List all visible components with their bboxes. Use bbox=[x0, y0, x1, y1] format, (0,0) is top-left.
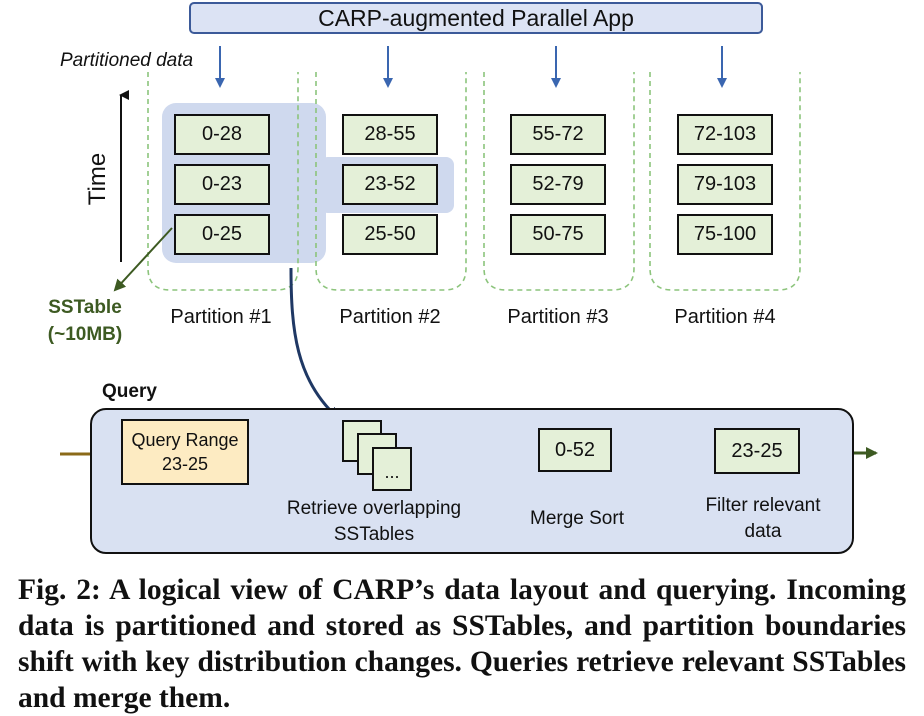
sstable-p4-3: 75-100 bbox=[677, 214, 773, 255]
sstable-pointer-arrow bbox=[113, 227, 173, 292]
retrieve-label-line2: SSTables bbox=[333, 524, 415, 545]
partition-3-container bbox=[483, 72, 635, 291]
retrieve-curve-arrow bbox=[289, 267, 340, 420]
sstable-p1-2: 0-23 bbox=[174, 164, 270, 205]
sstable-p4-2: 79-103 bbox=[677, 164, 773, 205]
filter-label-line1: Filter relevant bbox=[705, 495, 821, 516]
retrieve-label-line1: Retrieve overlapping bbox=[286, 498, 462, 519]
app-title-box: CARP-augmented Parallel App bbox=[189, 2, 763, 34]
sstable-p3-2: 52-79 bbox=[510, 164, 606, 205]
sstable-label-line1: SSTable bbox=[48, 297, 122, 318]
filter-label: Filter relevant data bbox=[683, 493, 843, 545]
sstable-p1-1: 0-28 bbox=[174, 114, 270, 155]
time-axis-label: Time bbox=[84, 152, 112, 206]
partition-label-3: Partition #3 bbox=[507, 306, 609, 328]
partition-4-container bbox=[649, 72, 801, 291]
sstable-p2-3: 25-50 bbox=[342, 214, 438, 255]
sstable-p1-3: 0-25 bbox=[174, 214, 270, 255]
sstable-p2-1: 28-55 bbox=[342, 114, 438, 155]
partitioned-data-label: Partitioned data bbox=[60, 50, 194, 71]
query-range-line1: Query Range bbox=[131, 430, 239, 450]
partition-label-2: Partition #2 bbox=[339, 306, 441, 328]
stack-ellipsis: ... bbox=[384, 462, 400, 482]
sstable-p3-3: 50-75 bbox=[510, 214, 606, 255]
sstable-p2-2: 23-52 bbox=[342, 164, 438, 205]
filter-label-line2: data bbox=[744, 521, 782, 542]
filter-result-box: 23-25 bbox=[714, 428, 800, 474]
sstable-p3-1: 55-72 bbox=[510, 114, 606, 155]
partition-2-container bbox=[315, 72, 467, 291]
merge-sort-label: Merge Sort bbox=[530, 508, 624, 529]
query-range-value: 23-25 bbox=[161, 454, 209, 474]
merge-result-box: 0-52 bbox=[538, 428, 612, 472]
partition-1-container bbox=[147, 72, 299, 291]
query-range-box: Query Range 23-25 bbox=[121, 419, 249, 485]
app-title: CARP-augmented Parallel App bbox=[318, 4, 634, 31]
figure-caption: Fig. 2: A logical view of CARP’s data la… bbox=[18, 574, 906, 714]
sstable-size-label: SSTable (~10MB) bbox=[30, 294, 140, 348]
sstable-p4-1: 72-103 bbox=[677, 114, 773, 155]
partition-label-1: Partition #1 bbox=[170, 306, 272, 328]
partition-label-4: Partition #4 bbox=[674, 306, 776, 328]
query-title: Query bbox=[102, 381, 157, 402]
retrieve-label: Retrieve overlapping SSTables bbox=[268, 496, 480, 548]
stack-sstable-front: ... bbox=[372, 447, 412, 491]
sstable-label-line2: (~10MB) bbox=[47, 324, 123, 345]
